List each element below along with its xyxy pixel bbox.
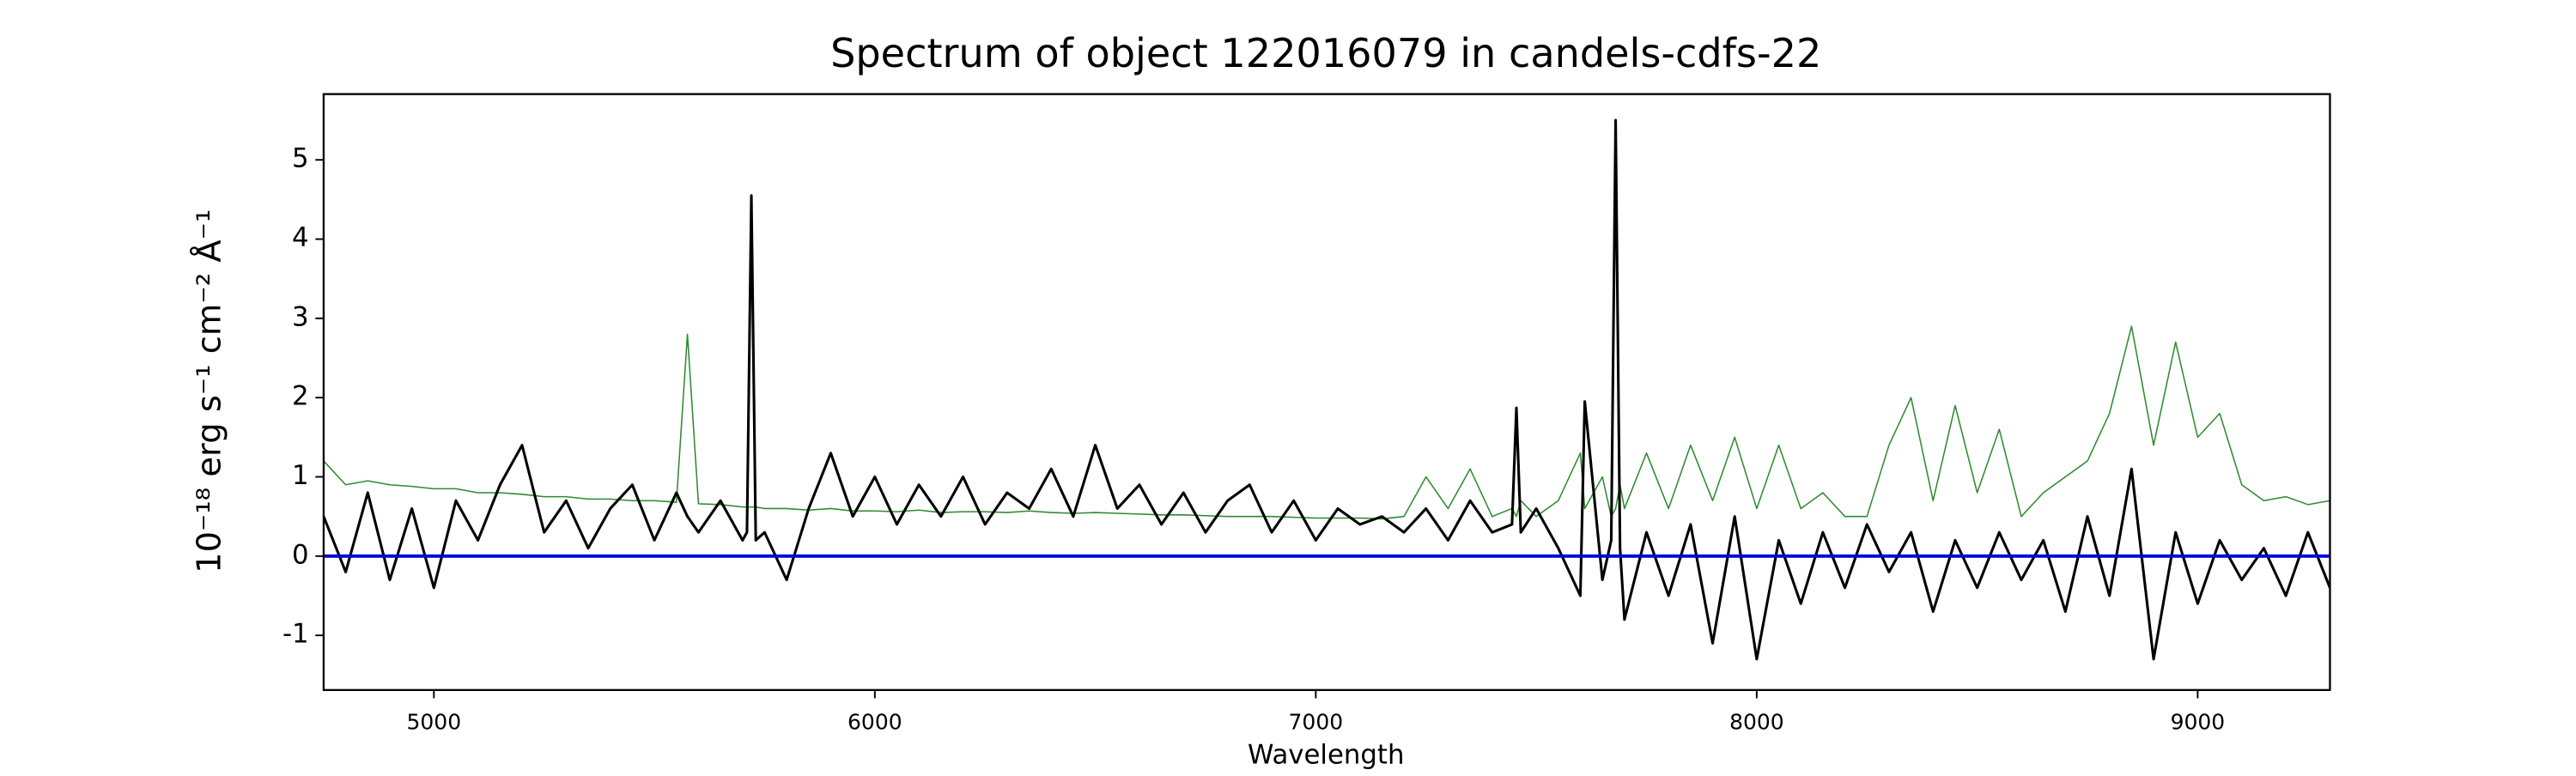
y-tick-label: -1 [283,619,309,650]
x-axis-label: Wavelength [1248,739,1404,770]
x-tick-label: 5000 [406,709,461,734]
x-tick-label: 7000 [1289,709,1344,734]
plot-area [323,118,2330,661]
y-tick-label: 2 [292,381,309,412]
y-tick-label: 3 [292,301,309,332]
y-axis-label: 10⁻¹⁸ erg s⁻¹ cm⁻² Å⁻¹ [189,209,229,573]
axes-frame [322,93,2331,691]
chart-title: Spectrum of object 122016079 in candels-… [830,30,1821,76]
spectrum-line [323,325,2330,520]
y-tick-label: 1 [292,460,309,491]
x-tick-label: 6000 [848,709,902,734]
spectrum-line [323,118,2330,661]
x-tick-label: 8000 [1729,709,1784,734]
y-tick-label: 0 [292,539,309,570]
y-tick-label: 5 [292,143,309,174]
x-tick-label: 9000 [2171,709,2226,734]
y-tick-label: 4 [292,222,309,253]
